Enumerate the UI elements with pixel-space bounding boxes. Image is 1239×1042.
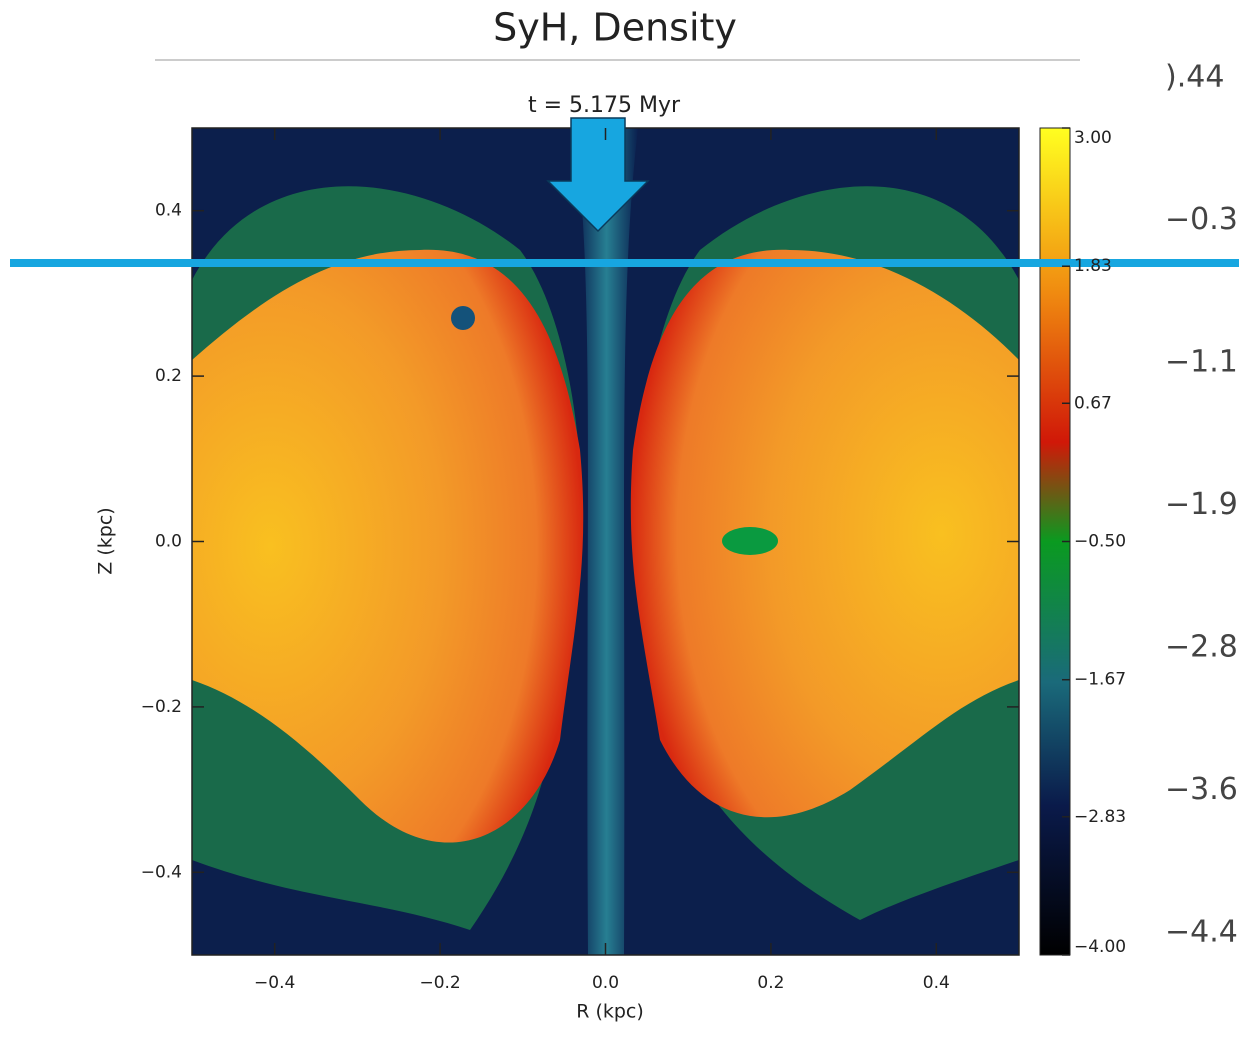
x-tick-label: 0.2 bbox=[757, 973, 784, 993]
colorbar-tick-label: 0.67 bbox=[1074, 393, 1112, 413]
background-fragment: −4.4 bbox=[1165, 915, 1238, 950]
x-tick-label: −0.2 bbox=[419, 973, 460, 993]
x-axis-label: R (kpc) bbox=[576, 1001, 644, 1023]
x-tick-label: 0.0 bbox=[592, 973, 619, 993]
colorbar-tick-label: −2.83 bbox=[1074, 807, 1126, 827]
y-tick-label: 0.0 bbox=[155, 532, 182, 552]
overlay-arrow bbox=[546, 117, 650, 233]
title: SyH, Density bbox=[493, 6, 737, 50]
subtitle: t = 5.175 Myr bbox=[528, 93, 681, 118]
density-image bbox=[192, 128, 1019, 955]
y-tick-label: 0.4 bbox=[155, 201, 182, 221]
colorbar-tick-label: −0.50 bbox=[1074, 532, 1126, 552]
x-tick-label: 0.4 bbox=[923, 973, 950, 993]
y-tick-label: −0.4 bbox=[141, 862, 182, 882]
x-tick-label: −0.4 bbox=[254, 973, 295, 993]
background-fragment: −1.1 bbox=[1165, 345, 1238, 380]
background-fragment: −2.8 bbox=[1165, 630, 1238, 665]
background-fragment: ).44 bbox=[1165, 60, 1224, 95]
colorbar-tick-label: −1.67 bbox=[1074, 670, 1126, 690]
y-tick-label: 0.2 bbox=[155, 366, 182, 386]
colorbar-tick-label: 3.00 bbox=[1074, 128, 1112, 148]
background-fragment: −0.3 bbox=[1165, 202, 1238, 237]
colorbar-tick-label: −4.00 bbox=[1074, 937, 1126, 957]
background-fragment: −3.6 bbox=[1165, 772, 1238, 807]
colorbar-tick-label: 1.83 bbox=[1074, 256, 1112, 276]
y-tick-label: −0.2 bbox=[141, 697, 182, 717]
y-axis-label: Z (kpc) bbox=[95, 507, 117, 574]
background-fragment: −1.9 bbox=[1165, 487, 1238, 522]
